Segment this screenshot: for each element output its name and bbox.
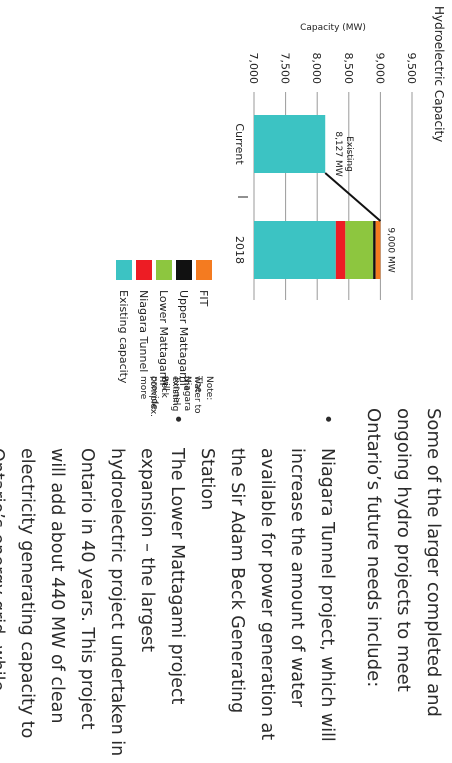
chart-title: Hydroelectric Capacity (432, 6, 446, 143)
bar-segment-lower-mattagami (345, 221, 374, 279)
bar-segment-existing-capacity (254, 115, 326, 173)
chart-note: Note: The Niagara Tunnel will provide mo… (4, 376, 214, 417)
legend-item: Upper Mattagami (174, 260, 194, 386)
bar-segment-niagara-tunnel (335, 221, 346, 279)
bullet-icon: • (167, 414, 187, 425)
legend-label: Existing capacity (117, 290, 131, 384)
hydro-capacity-chart: 9,500 9,000 8,500 8,000 7,500 7,000 Capacity (… (233, 23, 418, 300)
bar-segment-fit (375, 221, 381, 279)
legend-label: Niagara Tunnel (137, 290, 151, 373)
legend-swatch (156, 260, 172, 280)
legend-swatch (176, 260, 192, 280)
text-column: Some of the larger completed and ongoing… (0, 408, 452, 763)
bullet-text: The Lower Mattagami project expansion – … (0, 448, 187, 757)
y-tick-label: 8,500 (342, 53, 355, 85)
legend-swatch (136, 260, 152, 280)
list-item-niagara: • Niagara Tunnel project, which will incr… (192, 408, 342, 763)
bullet-text: Niagara Tunnel project, which will incre… (197, 448, 337, 742)
connector-line (324, 172, 382, 222)
x-tick-label: Current (233, 123, 246, 165)
legend-label: FIT (197, 290, 211, 307)
existing-callout-line-1: Existing (344, 136, 354, 172)
y-tick-label: 9,000 (373, 53, 386, 85)
y-tick-label: 7,500 (279, 53, 292, 85)
y-tick-label: 9,500 (405, 53, 418, 85)
legend-item: Existing capacity (114, 260, 134, 384)
x-tick-label: 2018 (233, 236, 246, 264)
existing-callout-line-2: 8,127 MW (333, 131, 343, 176)
target-callout: 9,000 MW (385, 227, 395, 272)
legend-item: FIT (194, 260, 214, 380)
y-tick-label: 8,000 (310, 53, 323, 85)
bullet-icon: • (317, 414, 337, 425)
list-item-mattagami: • The Lower Mattagami project expansion –… (0, 408, 192, 763)
chart-panel: 9,500 9,000 8,500 8,000 7,500 7,000 Capacity (… (4, 6, 446, 417)
legend-swatch (116, 260, 132, 280)
bar-segment-upper-mattagami (373, 221, 376, 279)
intro-paragraph: Some of the larger completed and ongoing… (363, 408, 444, 717)
y-axis-title: Capacity (MW) (300, 23, 366, 33)
y-tick-label: 7,000 (247, 53, 260, 85)
legend-label: Upper Mattagami (177, 290, 191, 386)
chart-legend: FIT Upper Mattagami Lower Mattagami Niagara… (114, 260, 214, 386)
legend-item: Niagara Tunnel (134, 260, 154, 380)
project-list: • Niagara Tunnel project, which will incr… (0, 408, 342, 763)
bar-segment-existing-capacity (254, 221, 336, 279)
legend-swatch (196, 260, 212, 280)
legend-label: Lower Mattagami (157, 290, 171, 386)
legend-item: Lower Mattagami (154, 260, 174, 386)
